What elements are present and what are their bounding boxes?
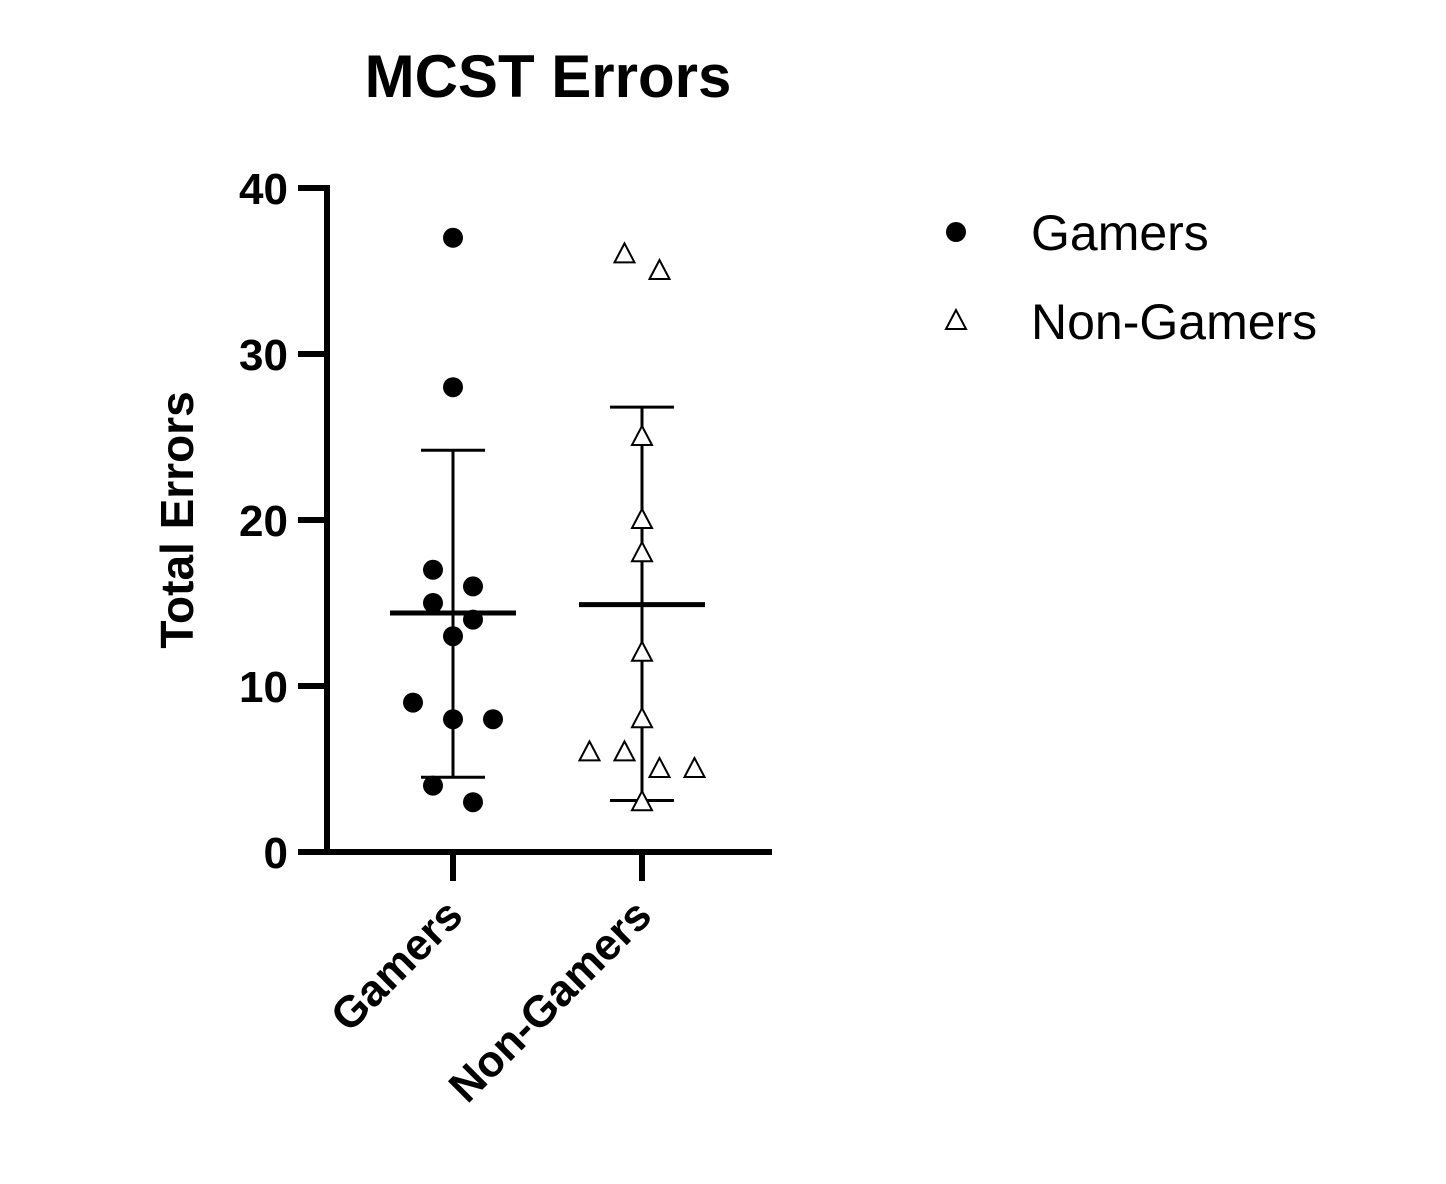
gamers-point	[483, 709, 503, 730]
gamers-point	[423, 593, 443, 613]
gamers-point	[463, 576, 483, 597]
plot-area	[390, 227, 707, 813]
y-tick-label-10: 10	[239, 663, 288, 712]
non-gamers-point	[630, 423, 654, 446]
y-axis-title: Total Errors	[151, 391, 203, 648]
gamers-point	[443, 227, 463, 248]
gamers-point	[443, 709, 463, 730]
legend-label-gamers: Gamers	[1031, 205, 1209, 261]
legend: Gamers Non-Gamers	[944, 205, 1317, 350]
gamers-point	[403, 692, 423, 713]
gamers-point	[423, 775, 443, 796]
y-tick-label-40: 40	[239, 165, 288, 214]
y-tick-label-30: 30	[239, 331, 288, 380]
non-gamers-point	[612, 739, 637, 762]
gamers-point	[443, 626, 463, 647]
legend-item-non-gamers: Non-Gamers	[944, 294, 1317, 350]
x-tick-label-gamers: Gamers	[322, 890, 473, 1041]
chart-title: MCST Errors	[365, 43, 732, 110]
gamers-point	[463, 609, 483, 630]
non-gamers-point	[630, 506, 654, 529]
y-axis: 0 10 20 30 40	[239, 165, 330, 878]
y-ticks: 0 10 20 30 40	[239, 165, 327, 878]
non-gamers-point	[647, 755, 672, 778]
legend-item-gamers: Gamers	[946, 205, 1209, 261]
non-gamers-point	[612, 241, 637, 264]
series-non-gamers	[577, 241, 707, 812]
non-gamers-point	[647, 257, 672, 280]
y-tick-label-0: 0	[264, 829, 288, 878]
gamers-point	[443, 377, 463, 398]
non-gamers-point	[630, 639, 654, 662]
gamers-point	[463, 792, 483, 813]
legend-label-non-gamers: Non-Gamers	[1031, 294, 1317, 350]
non-gamers-point	[630, 540, 654, 563]
legend-marker-circle	[946, 222, 966, 242]
legend-marker-triangle	[944, 307, 968, 330]
x-tick-label-non-gamers: Non-Gamers	[440, 890, 661, 1111]
gamers-point	[423, 559, 443, 580]
non-gamers-point	[630, 789, 654, 812]
non-gamers-point	[577, 739, 602, 762]
non-gamers-point	[630, 706, 654, 729]
y-tick-label-20: 20	[239, 497, 288, 546]
series-gamers	[390, 227, 516, 813]
non-gamers-point	[682, 755, 707, 778]
